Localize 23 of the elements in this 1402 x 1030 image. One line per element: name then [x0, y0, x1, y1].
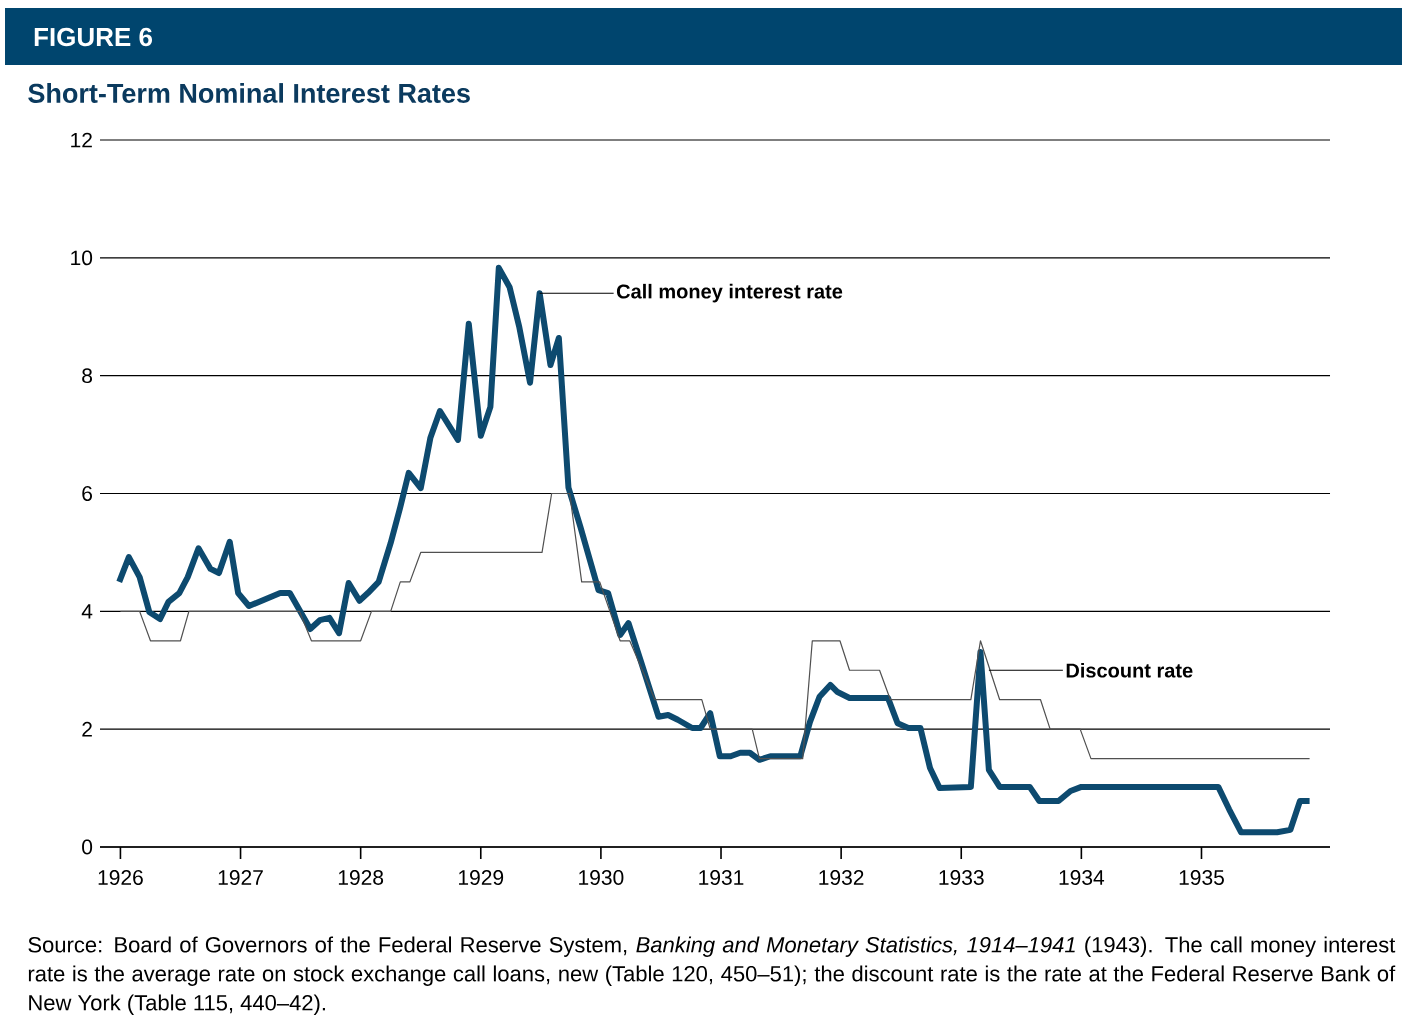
chart-subtitle: Short-Term Nominal Interest Rates	[28, 83, 470, 103]
y-tick-label: 4	[81, 604, 93, 619]
x-tick-label: 1926	[98, 870, 143, 885]
x-tick-label: 1935	[1179, 870, 1224, 885]
annotation: Call money interest rate	[616, 283, 843, 303]
x-tick-label: 1933	[939, 870, 984, 885]
y-tick-label: 0	[82, 839, 93, 855]
line-series	[119, 492, 1311, 760]
x-tick-label: 1931	[699, 870, 744, 885]
x-tick-label: 1934	[1059, 870, 1105, 885]
x-tick-label: 1932	[819, 870, 864, 885]
y-tick-label: 12	[71, 132, 92, 148]
y-tick-label: 8	[82, 368, 93, 384]
y-tick-label: 10	[71, 250, 93, 266]
source-note: Source: Board of Governors of the Federal Reserve System, Banking and Monetary Statistics, 1914–1941 (1943). The call money interest rate is the average rate on stock exchange call loans, new (Table 120, 450–51); the discount rate is the rate at the Federal Reserve Bank of New York (Table 115, 440–42).	[28, 936, 1396, 1015]
annotation: Discount rate	[1066, 662, 1193, 678]
chart-title: FIGURE 6	[34, 27, 153, 47]
x-tick-label: 1928	[338, 870, 384, 885]
x-tick-label: 1930	[579, 870, 624, 885]
y-tick-label: 6	[82, 486, 93, 501]
y-tick-label: 2	[82, 721, 92, 737]
x-tick-label: 1927	[218, 870, 263, 885]
x-tick-label: 1929	[459, 870, 504, 885]
